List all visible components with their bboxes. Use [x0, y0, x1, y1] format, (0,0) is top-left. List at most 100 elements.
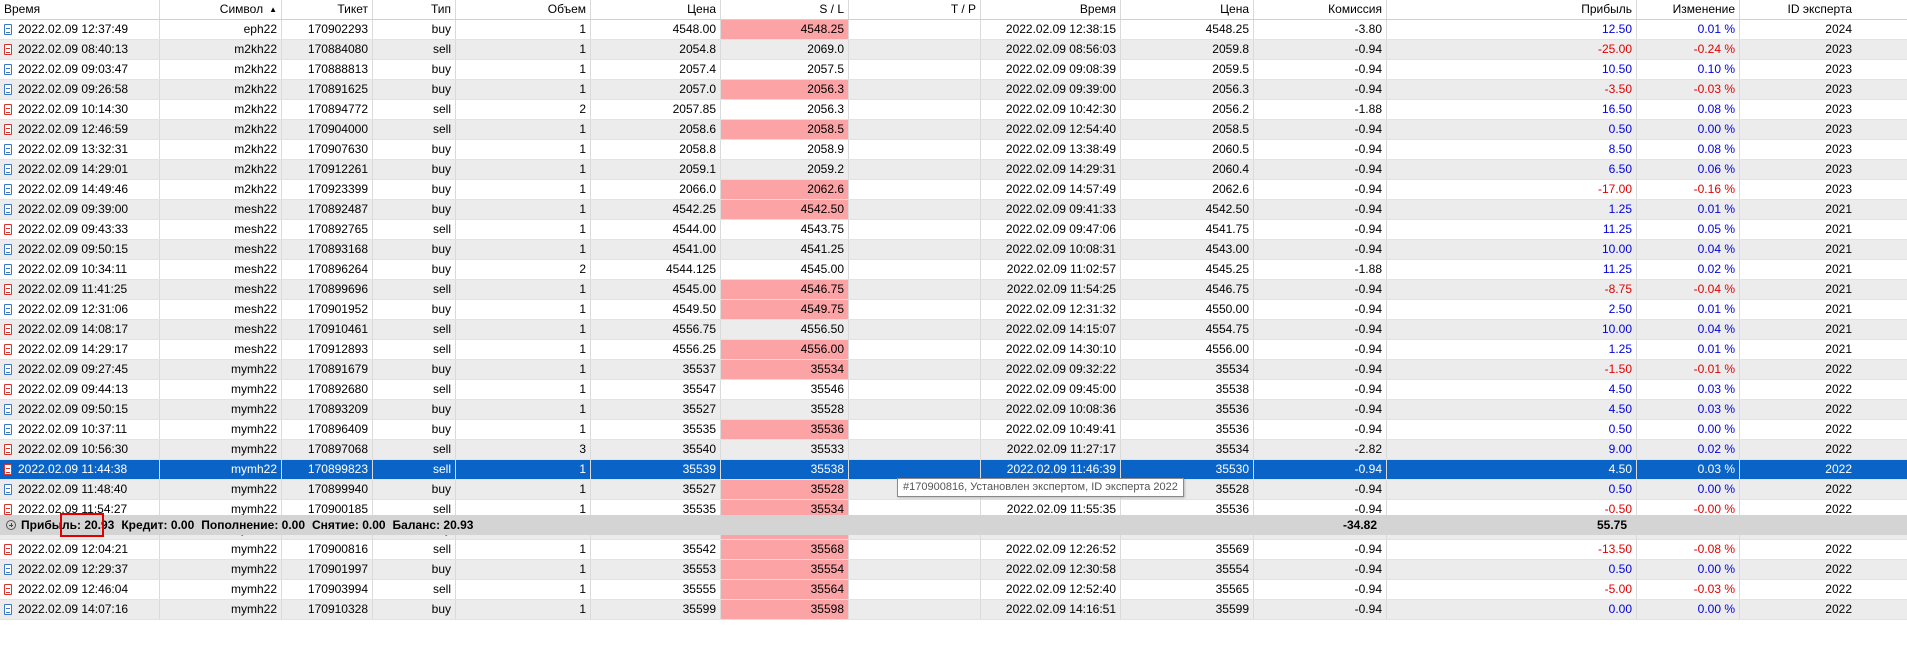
table-row[interactable]: 2022.02.09 14:07:16 mymh22 170910328 buy 1 35… — [0, 600, 1907, 620]
table-row[interactable]: 2022.02.09 11:41:25 mesh22 170899696 sell 1 4… — [0, 280, 1907, 300]
table-row[interactable]: 2022.02.09 14:49:46 m2kh22 170923399 buy 1 20… — [0, 180, 1907, 200]
profit-cell: -17.00 — [1387, 180, 1637, 199]
table-row[interactable]: 2022.02.09 09:03:47 m2kh22 170888813 buy 1 20… — [0, 60, 1907, 80]
close-time-cell: 2022.02.09 11:54:25 — [981, 280, 1121, 299]
table-row[interactable]: 2022.02.09 09:50:15 mesh22 170893168 buy 1 45… — [0, 240, 1907, 260]
symbol-cell: mesh22 — [160, 260, 282, 279]
col-sl-header[interactable]: S / L — [721, 0, 849, 19]
col-open-time-header[interactable]: Время — [0, 0, 160, 19]
table-row[interactable]: 2022.02.09 09:50:15 mymh22 170893209 buy 1 35… — [0, 400, 1907, 420]
col-commission-header[interactable]: Комиссия — [1254, 0, 1387, 19]
expert-id-cell: 2023 — [1825, 182, 1852, 196]
table-row[interactable]: 2022.02.09 10:56:30 mymh22 170897068 sell 3 3… — [0, 440, 1907, 460]
open-price-cell: 2057.4 — [591, 60, 721, 79]
table-row[interactable]: 2022.02.09 12:29:37 mymh22 170901997 buy 1 35… — [0, 560, 1907, 580]
type-cell: buy — [373, 260, 456, 279]
volume-cell: 1 — [456, 480, 591, 499]
expert-id-cell: 2023 — [1825, 162, 1852, 176]
col-symbol-header[interactable]: Символ ▲ — [160, 0, 282, 19]
summary-bar: Прибыль: 20.93 Кредит: 0.00 Пополнение: 0.… — [0, 515, 1907, 535]
col-close-time-header[interactable]: Время — [981, 0, 1121, 19]
deal-tooltip: #170900816, Установлен экспертом, ID экс… — [897, 478, 1184, 497]
table-row[interactable]: 2022.02.09 12:04:21 mymh22 170900816 sell 1 3… — [0, 540, 1907, 560]
ticket-cell: 170901952 — [282, 300, 373, 319]
table-row[interactable]: 2022.02.09 09:44:13 mymh22 170892680 sell 1 3… — [0, 380, 1907, 400]
buy-deal-doc-icon — [4, 404, 12, 415]
table-row[interactable]: 2022.02.09 09:43:33 mesh22 170892765 sell 1 4… — [0, 220, 1907, 240]
close-price-cell: 2060.5 — [1121, 140, 1254, 159]
col-type-header[interactable]: Тип — [373, 0, 456, 19]
close-time-cell: 2022.02.09 13:38:49 — [981, 140, 1121, 159]
sl-cell: 4545.00 — [721, 260, 849, 279]
profit-cell: 10.50 — [1387, 60, 1637, 79]
close-price-cell: 4550.00 — [1121, 300, 1254, 319]
open-time-cell: 2022.02.09 12:04:21 — [0, 540, 160, 559]
col-ticket-header[interactable]: Тикет — [282, 0, 373, 19]
table-row[interactable]: 2022.02.09 09:26:58 m2kh22 170891625 buy 1 20… — [0, 80, 1907, 100]
open-price-cell: 35555 — [591, 580, 721, 599]
table-row[interactable]: 2022.02.09 12:37:49 eph22 170902293 buy 1 454… — [0, 20, 1907, 40]
sell-deal-doc-icon — [4, 124, 12, 135]
type-cell: buy — [373, 560, 456, 579]
table-row[interactable]: 2022.02.09 10:14:30 m2kh22 170894772 sell 2 2… — [0, 100, 1907, 120]
col-change-header[interactable]: Изменение — [1637, 0, 1740, 19]
open-time-cell: 2022.02.09 10:56:30 — [0, 440, 160, 459]
col-expert-id-header[interactable]: ID эксперта — [1787, 2, 1852, 16]
change-cell: -0.08 % — [1637, 540, 1740, 559]
table-row[interactable]: 2022.02.09 12:46:59 m2kh22 170904000 sell 1 2… — [0, 120, 1907, 140]
table-row[interactable]: 2022.02.09 14:29:01 m2kh22 170912261 buy 1 20… — [0, 160, 1907, 180]
close-price-cell: 35538 — [1121, 380, 1254, 399]
table-row[interactable]: 2022.02.09 10:34:11 mesh22 170896264 buy 2 45… — [0, 260, 1907, 280]
tp-cell — [849, 380, 981, 399]
open-price-cell: 4548.00 — [591, 20, 721, 39]
symbol-cell: mymh22 — [160, 500, 282, 519]
ticket-cell: 170893209 — [282, 400, 373, 419]
open-time-cell: 2022.02.09 09:43:33 — [0, 220, 160, 239]
buy-deal-doc-icon — [4, 364, 12, 375]
volume-cell: 1 — [456, 20, 591, 39]
buy-deal-doc-icon — [4, 484, 12, 495]
col-profit-header[interactable]: Прибыль — [1387, 0, 1637, 19]
col-close-price-header[interactable]: Цена — [1121, 0, 1254, 19]
profit-cell: -1.50 — [1387, 360, 1637, 379]
type-cell: buy — [373, 180, 456, 199]
type-cell: sell — [373, 580, 456, 599]
type-cell: sell — [373, 500, 456, 519]
change-cell: 0.03 % — [1637, 400, 1740, 419]
volume-cell: 1 — [456, 500, 591, 519]
account-summary: Прибыль: 20.93 Кредит: 0.00 Пополнение: 0.… — [0, 515, 1241, 535]
table-row[interactable]: 2022.02.09 12:46:04 mymh22 170903994 sell 1 3… — [0, 580, 1907, 600]
table-row[interactable]: 2022.02.09 08:40:13 m2kh22 170884080 sell 1 2… — [0, 40, 1907, 60]
close-price-cell: 2058.5 — [1121, 120, 1254, 139]
close-time-cell: 2022.02.09 09:08:39 — [981, 60, 1121, 79]
open-time-cell: 2022.02.09 11:41:25 — [0, 280, 160, 299]
close-time-cell: 2022.02.09 09:32:22 — [981, 360, 1121, 379]
change-cell: -0.16 % — [1637, 180, 1740, 199]
table-row[interactable]: 2022.02.09 11:44:38 mymh22 170899823 sell 1 3… — [0, 460, 1907, 480]
sl-cell: 4549.75 — [721, 300, 849, 319]
col-volume-header[interactable]: Объем — [456, 0, 591, 19]
table-row[interactable]: 2022.02.09 09:39:00 mesh22 170892487 buy 1 45… — [0, 200, 1907, 220]
type-cell: buy — [373, 600, 456, 619]
table-row[interactable]: 2022.02.09 13:32:31 m2kh22 170907630 buy 1 20… — [0, 140, 1907, 160]
close-price-cell: 4541.75 — [1121, 220, 1254, 239]
table-row[interactable]: 2022.02.09 14:08:17 mesh22 170910461 sell 1 4… — [0, 320, 1907, 340]
table-row[interactable]: 2022.02.09 11:54:27 mymh22 170900185 sell 1 3… — [0, 500, 1907, 520]
volume-cell: 1 — [456, 420, 591, 439]
profit-cell: 0.50 — [1387, 420, 1637, 439]
ticket-cell: 170891625 — [282, 80, 373, 99]
table-row[interactable]: 2022.02.09 12:31:06 mesh22 170901952 buy 1 45… — [0, 300, 1907, 320]
close-time-cell: 2022.02.09 14:16:51 — [981, 600, 1121, 619]
col-tp-header[interactable]: T / P — [849, 0, 981, 19]
col-open-price-header[interactable]: Цена — [591, 0, 721, 19]
tp-cell — [849, 240, 981, 259]
table-row[interactable]: 2022.02.09 14:29:17 mesh22 170912893 sell 1 4… — [0, 340, 1907, 360]
table-row[interactable]: 2022.02.09 10:37:11 mymh22 170896409 buy 1 35… — [0, 420, 1907, 440]
open-price-cell: 4545.00 — [591, 280, 721, 299]
expert-id-cell: 2022 — [1825, 442, 1852, 456]
table-row[interactable]: 2022.02.09 09:27:45 mymh22 170891679 buy 1 35… — [0, 360, 1907, 380]
tp-cell — [849, 600, 981, 619]
expand-plus-icon[interactable] — [6, 520, 16, 530]
volume-cell: 1 — [456, 180, 591, 199]
sell-deal-doc-icon — [4, 384, 12, 395]
